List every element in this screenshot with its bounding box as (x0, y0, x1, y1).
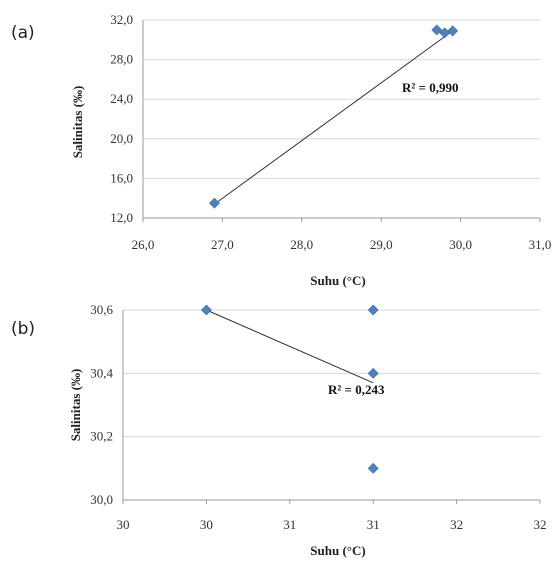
points-a (209, 24, 459, 209)
x-ticks-a: 26,0 27,0 28,0 29,0 30,0 31,0 (132, 218, 552, 252)
x-tick-label: 28,0 (290, 237, 313, 252)
y-tick-label: 28,0 (110, 52, 133, 67)
y-axis-title-a: Salinitas (‰) (70, 86, 85, 159)
data-point (447, 25, 459, 37)
y-tick-label: 32,0 (110, 12, 133, 27)
x-tick-label: 29,0 (370, 237, 393, 252)
y-tick-label: 30,2 (90, 429, 113, 444)
points-b (200, 304, 379, 474)
r-squared-a: R² = 0,990 (402, 80, 458, 95)
x-axis-title-a: Suhu (°C) (310, 273, 365, 288)
y-tick-label: 30,4 (90, 365, 113, 380)
y-tick-label: 20,0 (110, 131, 133, 146)
grid-b (123, 309, 540, 438)
x-tick-label: 27,0 (211, 237, 234, 252)
data-point (431, 24, 443, 36)
data-point (200, 304, 212, 316)
chart-b: (b) 30,0 30,2 30,4 30,6 30 30 31 31 32 32 R² = 0… (11, 302, 547, 558)
x-tick-label: 30,0 (449, 237, 472, 252)
x-tick-label: 31 (283, 517, 296, 532)
x-ticks-b: 30 30 31 31 32 32 (117, 500, 547, 532)
y-ticks-a: 12,0 16,0 20,0 24,0 28,0 32,0 (110, 12, 133, 225)
trendline (214, 30, 453, 205)
data-point (209, 197, 220, 209)
y-tick-label: 24,0 (110, 91, 133, 106)
x-tick-label: 32 (534, 517, 547, 532)
data-point (367, 462, 379, 474)
y-axis-title-b: Salinitas (‰) (68, 369, 83, 442)
panel-label-a: (a) (11, 23, 35, 43)
r-squared-b: R² = 0,243 (328, 382, 385, 397)
grid-a (143, 19, 540, 179)
trendline (206, 309, 374, 384)
data-point (367, 304, 379, 316)
trendline-b (206, 309, 374, 384)
data-point (367, 367, 379, 379)
x-axis-title-b: Suhu (°C) (310, 543, 365, 558)
x-tick-label: 31 (367, 517, 380, 532)
x-tick-label: 30 (200, 517, 213, 532)
chart-a: (a) 12,0 16,0 20,0 24,0 28,0 32,0 26,0 27,0 28,… (11, 12, 551, 288)
trendline-a (214, 30, 453, 205)
y-ticks-b: 30,0 30,2 30,4 30,6 (90, 302, 113, 507)
x-tick-label: 32 (450, 517, 463, 532)
y-tick-label: 30,0 (90, 492, 113, 507)
panel-label-b: (b) (11, 319, 35, 339)
x-tick-label: 30 (117, 517, 130, 532)
y-tick-label: 16,0 (110, 170, 133, 185)
y-tick-label: 30,6 (90, 302, 113, 317)
x-tick-label: 26,0 (132, 237, 155, 252)
y-tick-label: 12,0 (110, 210, 133, 225)
x-tick-label: 31,0 (529, 237, 552, 252)
